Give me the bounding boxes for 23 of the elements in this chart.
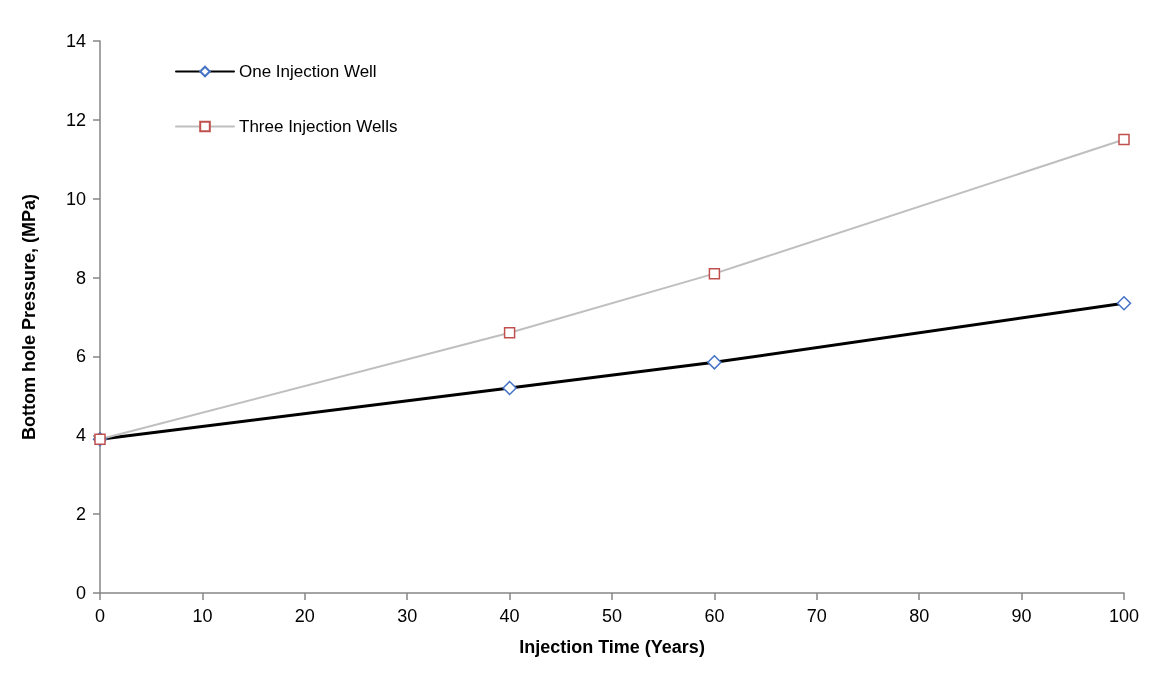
- x-axis-title: Injection Time (Years): [519, 637, 705, 657]
- y-tick-label: 0: [75, 583, 86, 603]
- x-tick-label: 70: [806, 606, 827, 626]
- x-tick-label: 20: [294, 606, 315, 626]
- y-axis-title: Bottom hole Pressure, (MPa): [19, 193, 39, 441]
- y-tick-label: 12: [65, 109, 86, 130]
- x-tick-label: 50: [601, 606, 623, 626]
- x-tick-label: 30: [397, 606, 418, 626]
- y-tick-label: 2: [75, 504, 86, 525]
- x-tick-label: 100: [1108, 606, 1140, 626]
- legend-label: One Injection Well: [239, 62, 377, 81]
- y-tick-label: 10: [65, 188, 86, 209]
- legend-label: Three Injection Wells: [239, 117, 398, 136]
- x-tick-label: 80: [909, 606, 930, 626]
- x-tick-label: 40: [499, 606, 520, 626]
- x-tick-label: 60: [704, 606, 725, 626]
- y-tick-label: 8: [75, 267, 86, 288]
- y-tick-label: 6: [75, 346, 86, 367]
- x-tick-label: 10: [192, 606, 213, 626]
- x-tick-label: 0: [94, 606, 106, 626]
- y-tick-label: 14: [65, 31, 86, 51]
- y-tick-label: 4: [75, 425, 86, 446]
- x-tick-label: 90: [1011, 606, 1032, 626]
